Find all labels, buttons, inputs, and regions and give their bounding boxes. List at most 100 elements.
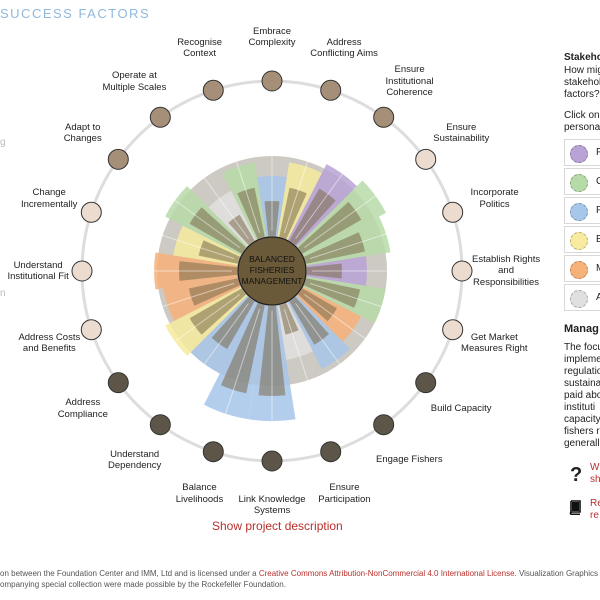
factor-label-line: Measures Right [461,343,528,355]
factor-label-line: Coherence [386,87,433,99]
factor-node[interactable] [442,201,464,223]
management-description-line: impleme [564,354,600,365]
factor-label[interactable]: Build Capacity [431,403,492,415]
stakeholder-panel: Stakeho How mig stakehol factors? Click … [562,52,600,522]
persona-button[interactable]: C [564,168,600,195]
factor-node[interactable] [107,372,129,394]
spoke [283,101,328,234]
stakeholder-question-line: factors? [564,89,600,100]
factor-node[interactable] [320,441,342,463]
factor-label-line: Sustainability [433,133,490,145]
factor-label-line: Engage Fishers [376,454,443,466]
factor-node[interactable] [415,372,437,394]
persona-button[interactable]: F [564,197,600,224]
success-factors-radial-chart[interactable]: BALANCED FISHERIES MANAGEMENT [0,0,562,600]
factor-label-line: Address Costs [18,331,81,343]
factor-node[interactable] [71,260,93,282]
factor-label-line: Changes [63,133,102,145]
persona-button[interactable]: E [564,226,600,253]
license-link[interactable]: Creative Commons Attribution-NonCommerci… [258,569,515,578]
faq-link[interactable]: Wh [590,462,600,473]
center-label-line3: MANAGEMENT [242,276,303,286]
center-circle[interactable] [237,236,307,306]
factor-label[interactable]: Recognise Context [177,37,222,60]
spoke [166,303,249,416]
factor-node[interactable] [80,319,102,341]
persona-label: E [596,234,600,245]
factor-label-line: Ensure [329,482,360,494]
factor-label[interactable]: Address Compliance [58,397,108,420]
factor-node[interactable] [202,79,224,101]
factor-nodes [71,70,473,472]
management-heading: Manag [564,323,599,335]
persona-label: M [596,263,600,274]
factor-node[interactable] [373,414,395,436]
factor-label[interactable]: Operate at Multiple Scales [102,70,166,93]
factor-node[interactable] [442,319,464,341]
factor-label[interactable]: Ensure Participation [318,482,370,505]
factor-label[interactable]: Link Knowledge Systems [239,494,306,517]
spoke [304,165,417,248]
factor-label[interactable]: Change Incrementally [21,187,78,210]
factor-node[interactable] [261,70,283,92]
factor-label[interactable]: Adapt to Changes [64,122,102,145]
factor-label-line: Livelihoods [175,493,224,505]
factor-label[interactable]: Ensure Sustainability [433,122,489,145]
stakeholder-question-line: How mig [564,65,600,76]
factor-label-line: Operate at [111,70,157,82]
factor-node[interactable] [373,106,395,128]
spoke [283,308,328,441]
faq-link[interactable]: sh [590,474,600,485]
spoke [216,308,261,441]
persona-label: C [596,176,600,187]
factor-label[interactable]: Engage Fishers [376,454,443,466]
factor-node[interactable] [80,201,102,223]
factor-label-line: Get Market [470,331,518,343]
factor-label[interactable]: Address Conflicting Aims [310,37,378,60]
persona-icon [570,261,588,279]
factor-label-line: Build Capacity [430,402,492,414]
factor-label[interactable]: Get Market Measures Right [461,332,528,355]
footer-text: . Visualization Graphics by [514,569,600,578]
factor-label-line: Adapt to [65,121,101,133]
factor-label[interactable]: Incorporate Politics [471,187,519,210]
factor-label-line: and [498,265,514,276]
factor-label[interactable]: Understand Dependency [108,449,161,472]
persona-label: F [596,205,600,216]
question-icon[interactable]: ? [570,464,583,486]
spoke [304,294,417,377]
clipped-text-fragment: n [0,288,6,299]
factor-label-line: Address [65,397,101,409]
spoke [295,126,378,239]
factor-node[interactable] [261,450,283,472]
show-project-description-link[interactable]: Show project description [212,519,343,533]
factor-node[interactable] [202,441,224,463]
stakeholder-heading: Stakeho [564,52,600,63]
persona-icon [570,145,588,163]
factor-label[interactable]: Understand Institutional Fit [8,260,69,283]
factor-label[interactable]: Establish Rights and Responsibilities [472,254,540,289]
factor-label-line: Conflicting Aims [310,48,378,60]
instruction-line: personas [564,122,600,133]
factor-label-line: Link Knowledge [238,493,306,505]
factor-node[interactable] [320,79,342,101]
factor-node[interactable] [149,414,171,436]
factor-label-line: Ensure [446,121,477,133]
factor-label-line: Dependency [107,460,162,472]
factor-node[interactable] [415,148,437,170]
factor-label-line: Politics [479,198,510,210]
factor-node[interactable] [107,148,129,170]
factor-label[interactable]: Address Costs and Benefits [18,332,80,355]
factor-label-line: Multiple Scales [102,81,167,93]
persona-button[interactable]: M [564,255,600,282]
persona-button[interactable]: A [564,284,600,311]
persona-button[interactable]: P [564,139,600,166]
factor-label[interactable]: Ensure Institutional Coherence [386,64,434,99]
factor-node[interactable] [149,106,171,128]
factor-node[interactable] [451,260,473,282]
factor-label[interactable]: Balance Livelihoods [176,482,224,505]
book-icon[interactable] [569,500,582,516]
resources-link[interactable]: Re [590,498,600,509]
resources-link[interactable]: re [590,510,599,521]
factor-label[interactable]: Embrace Complexity [249,26,296,49]
